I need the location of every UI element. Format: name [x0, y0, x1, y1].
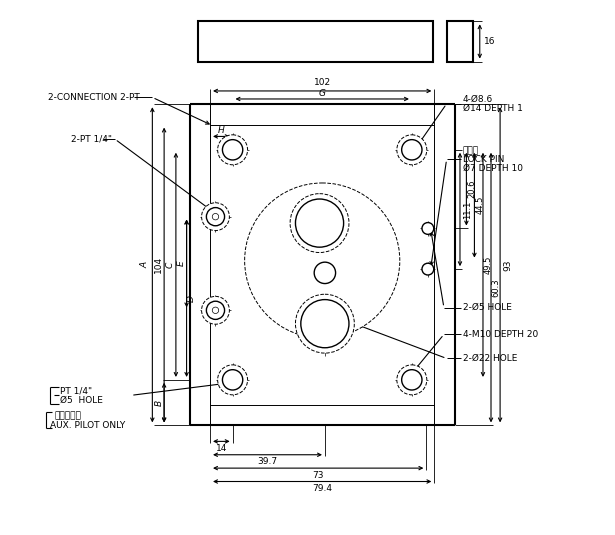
- Text: H: H: [218, 126, 224, 134]
- Bar: [210, 405, 434, 425]
- Bar: [198, 21, 433, 62]
- Circle shape: [223, 370, 243, 390]
- Text: 2-CONNECTION 2-PT: 2-CONNECTION 2-PT: [48, 93, 140, 102]
- Circle shape: [422, 223, 434, 234]
- Circle shape: [207, 208, 224, 226]
- Text: C: C: [166, 262, 175, 268]
- Text: LOCK PIN: LOCK PIN: [462, 155, 504, 164]
- Text: 104: 104: [154, 256, 163, 273]
- Text: E: E: [177, 261, 186, 266]
- Text: 93: 93: [503, 259, 512, 271]
- Circle shape: [314, 262, 336, 284]
- Text: 102: 102: [314, 79, 331, 87]
- Circle shape: [218, 365, 248, 395]
- Text: 固定醐: 固定醐: [462, 147, 478, 155]
- Circle shape: [301, 300, 349, 348]
- Text: 49.5: 49.5: [484, 256, 493, 274]
- Circle shape: [290, 194, 349, 253]
- Text: 4-Ø8.6: 4-Ø8.6: [462, 95, 493, 103]
- Text: 2-Ø22 HOLE: 2-Ø22 HOLE: [462, 354, 517, 363]
- Text: 輔助引導孔: 輔助引導孔: [55, 412, 82, 421]
- Text: D: D: [186, 295, 196, 302]
- Text: A: A: [141, 262, 150, 268]
- Bar: [190, 104, 210, 425]
- Circle shape: [207, 301, 224, 319]
- Text: G: G: [319, 89, 326, 98]
- Circle shape: [397, 135, 427, 165]
- Circle shape: [202, 203, 229, 231]
- Text: Ø7 DEPTH 10: Ø7 DEPTH 10: [462, 164, 523, 172]
- Text: 20.6: 20.6: [467, 180, 476, 198]
- Bar: [434, 104, 454, 425]
- Circle shape: [295, 294, 354, 353]
- Text: 16: 16: [483, 37, 495, 46]
- Circle shape: [223, 140, 243, 160]
- Text: 39.7: 39.7: [258, 457, 277, 466]
- Circle shape: [212, 213, 219, 220]
- Text: 44.5: 44.5: [475, 196, 484, 215]
- Circle shape: [253, 191, 392, 330]
- Circle shape: [402, 140, 422, 160]
- Circle shape: [245, 183, 400, 338]
- Circle shape: [295, 199, 344, 247]
- Bar: [210, 104, 434, 125]
- Text: Ø5  HOLE: Ø5 HOLE: [60, 396, 103, 404]
- Circle shape: [218, 135, 248, 165]
- Text: 2-PT 1/4": 2-PT 1/4": [71, 135, 112, 143]
- Text: 73: 73: [312, 471, 324, 479]
- Text: 4-M10 DEPTH 20: 4-M10 DEPTH 20: [462, 330, 538, 339]
- Circle shape: [212, 307, 219, 314]
- Text: AUX. PILOT ONLY: AUX. PILOT ONLY: [50, 421, 125, 430]
- Text: 60.3: 60.3: [492, 278, 501, 297]
- Circle shape: [422, 263, 434, 275]
- Circle shape: [202, 296, 229, 324]
- Text: 11.1: 11.1: [463, 200, 472, 219]
- Text: 14: 14: [216, 444, 227, 453]
- Circle shape: [397, 365, 427, 395]
- Text: PT 1/4": PT 1/4": [60, 386, 92, 395]
- Text: Ø14 DEPTH 1: Ø14 DEPTH 1: [462, 104, 523, 112]
- Bar: [446, 21, 474, 62]
- Text: 2-Ø5 HOLE: 2-Ø5 HOLE: [462, 303, 512, 312]
- Circle shape: [402, 370, 422, 390]
- Text: 79.4: 79.4: [312, 484, 332, 493]
- Text: B: B: [154, 400, 163, 406]
